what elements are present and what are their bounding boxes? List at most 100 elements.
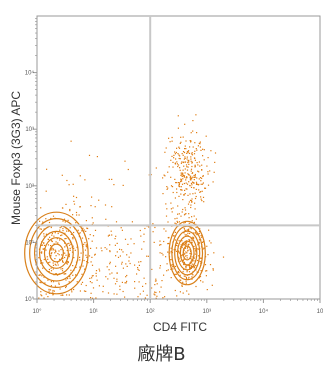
contour-ring — [176, 235, 198, 271]
event-dot — [40, 262, 42, 264]
event-dot — [43, 276, 45, 278]
event-dot — [185, 140, 187, 142]
event-dot — [47, 244, 50, 246]
event-dot — [50, 245, 52, 247]
event-dot — [68, 184, 70, 186]
event-dot — [69, 249, 71, 251]
event-dot — [55, 250, 57, 252]
event-dot — [52, 268, 54, 270]
event-dot — [200, 235, 202, 237]
event-dot — [84, 249, 87, 251]
event-dot — [167, 251, 169, 253]
event-dot — [153, 241, 155, 243]
event-dot — [195, 264, 197, 267]
x-tick-label: 10⁴ — [259, 308, 269, 315]
event-dot — [48, 268, 50, 271]
event-dot — [193, 260, 195, 262]
event-dot — [52, 264, 55, 266]
event-dot — [51, 240, 53, 242]
event-dot — [115, 265, 117, 267]
event-dot — [185, 277, 188, 279]
event-dot — [169, 141, 171, 143]
event-dot — [183, 243, 185, 245]
event-dot — [190, 175, 192, 177]
event-dot — [126, 274, 128, 277]
event-dot — [45, 190, 47, 192]
event-dot — [202, 175, 204, 177]
event-dot — [189, 262, 191, 264]
event-dot — [68, 281, 70, 283]
event-dot — [184, 207, 186, 209]
event-dot — [117, 256, 120, 258]
contour-ring — [29, 218, 84, 289]
event-dot — [41, 251, 43, 253]
event-dot — [98, 285, 100, 287]
event-dot — [180, 178, 182, 180]
event-dot — [170, 176, 172, 178]
event-dot — [193, 187, 195, 189]
event-dot — [200, 191, 202, 193]
event-dot — [91, 277, 93, 279]
event-dot — [177, 153, 179, 155]
event-dot — [185, 243, 187, 245]
event-dot — [190, 140, 192, 142]
event-dot — [60, 294, 62, 296]
event-dot — [49, 236, 51, 238]
event-dot — [54, 263, 56, 265]
event-dot — [40, 282, 42, 284]
event-dot — [68, 256, 70, 258]
event-dot — [170, 247, 172, 249]
event-dot — [175, 273, 177, 275]
event-dot — [206, 289, 208, 291]
event-dot — [50, 253, 52, 255]
event-dot — [192, 130, 194, 132]
event-dot — [55, 273, 57, 275]
x-axis-label: CD4 FITC — [153, 320, 207, 334]
event-dot — [176, 220, 178, 222]
event-dot — [51, 247, 53, 249]
event-dot — [159, 244, 161, 246]
event-dot — [181, 211, 183, 213]
event-dot — [161, 280, 163, 282]
event-dot — [186, 188, 188, 190]
event-dot — [82, 227, 84, 229]
event-dot — [183, 228, 185, 230]
event-dot — [182, 259, 184, 261]
event-dot — [75, 274, 77, 276]
event-dot — [210, 242, 212, 244]
event-dot — [40, 294, 42, 296]
event-dot — [51, 232, 53, 235]
event-dot — [159, 265, 161, 267]
event-dot — [43, 233, 45, 235]
event-dot — [214, 152, 217, 154]
event-dot — [190, 158, 192, 160]
event-dot — [125, 263, 127, 265]
event-dot — [51, 240, 53, 243]
event-dot — [184, 234, 186, 236]
event-dot — [122, 251, 124, 253]
event-dot — [183, 194, 185, 196]
event-dot — [199, 276, 202, 278]
event-dot — [166, 263, 168, 265]
event-dot — [208, 229, 210, 231]
event-dot — [79, 232, 81, 234]
event-dot — [72, 265, 74, 267]
event-dot — [109, 261, 111, 263]
event-dot — [185, 213, 187, 215]
event-dot — [45, 249, 47, 251]
event-dot — [106, 266, 108, 268]
event-dot — [111, 178, 113, 180]
event-dot — [84, 179, 86, 181]
event-dot — [160, 244, 162, 246]
event-dot — [69, 208, 71, 211]
event-dot — [214, 161, 216, 163]
event-dot — [179, 155, 181, 157]
event-dot — [187, 278, 189, 280]
event-dot — [207, 184, 210, 186]
x-tick-label: 10 — [317, 309, 323, 315]
event-dot — [163, 274, 165, 276]
event-dot — [199, 191, 201, 193]
event-dot — [178, 213, 180, 215]
event-dot — [40, 228, 42, 230]
event-dot — [137, 267, 139, 269]
